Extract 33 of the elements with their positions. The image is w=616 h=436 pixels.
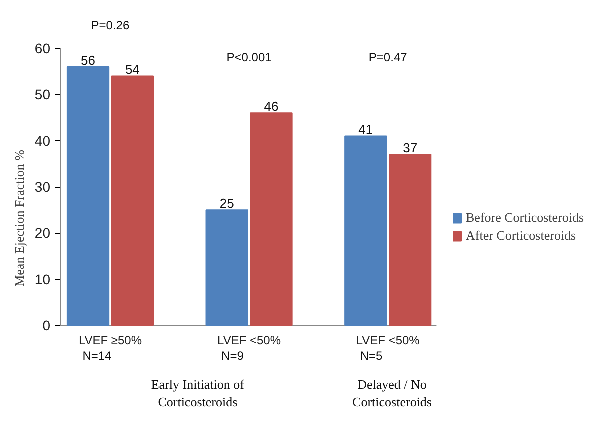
- legend-label: Before Corticosteroids: [466, 210, 584, 226]
- bar: [206, 210, 248, 326]
- bar: [388, 154, 432, 326]
- y-tick-label: 0: [42, 318, 51, 334]
- bar: [66, 66, 110, 326]
- data-label: 41: [358, 122, 374, 138]
- data-label: 46: [264, 99, 279, 114]
- text: N=9: [222, 348, 244, 363]
- y-axis-title: Mean Ejection Fraction %: [12, 150, 27, 287]
- bar: [344, 136, 388, 326]
- text: Delayed / No Corticosteroids: [352, 377, 432, 410]
- annotation: P<0.001: [226, 50, 272, 65]
- x-tick-label: LVEF <50%: [356, 334, 420, 348]
- data-label: 25: [220, 196, 234, 212]
- y-tick-label: 30: [34, 179, 51, 195]
- y-tick-label: 10: [34, 271, 51, 288]
- y-tick-label: 50: [34, 86, 51, 103]
- y-tick-label: 60: [34, 40, 51, 56]
- legend-label: After Corticosteroids: [466, 228, 576, 244]
- x-tick-label: LVEF ≥50%: [78, 334, 142, 348]
- bar: [111, 76, 154, 326]
- y-tick-label: 40: [34, 132, 51, 149]
- text: Early Initiation of Corticosteroids: [151, 377, 246, 410]
- text: P=0.26: [91, 18, 130, 32]
- data-label: 37: [403, 140, 418, 156]
- bar: [250, 112, 293, 326]
- data-label: 56: [81, 52, 96, 68]
- annotation: P=0.47: [368, 50, 408, 65]
- x-tick-label: LVEF <50%: [218, 334, 282, 348]
- text: N=5: [360, 348, 384, 363]
- y-tick-label: 20: [34, 225, 51, 242]
- data-label: 54: [125, 62, 140, 78]
- text: N=14: [82, 348, 112, 363]
